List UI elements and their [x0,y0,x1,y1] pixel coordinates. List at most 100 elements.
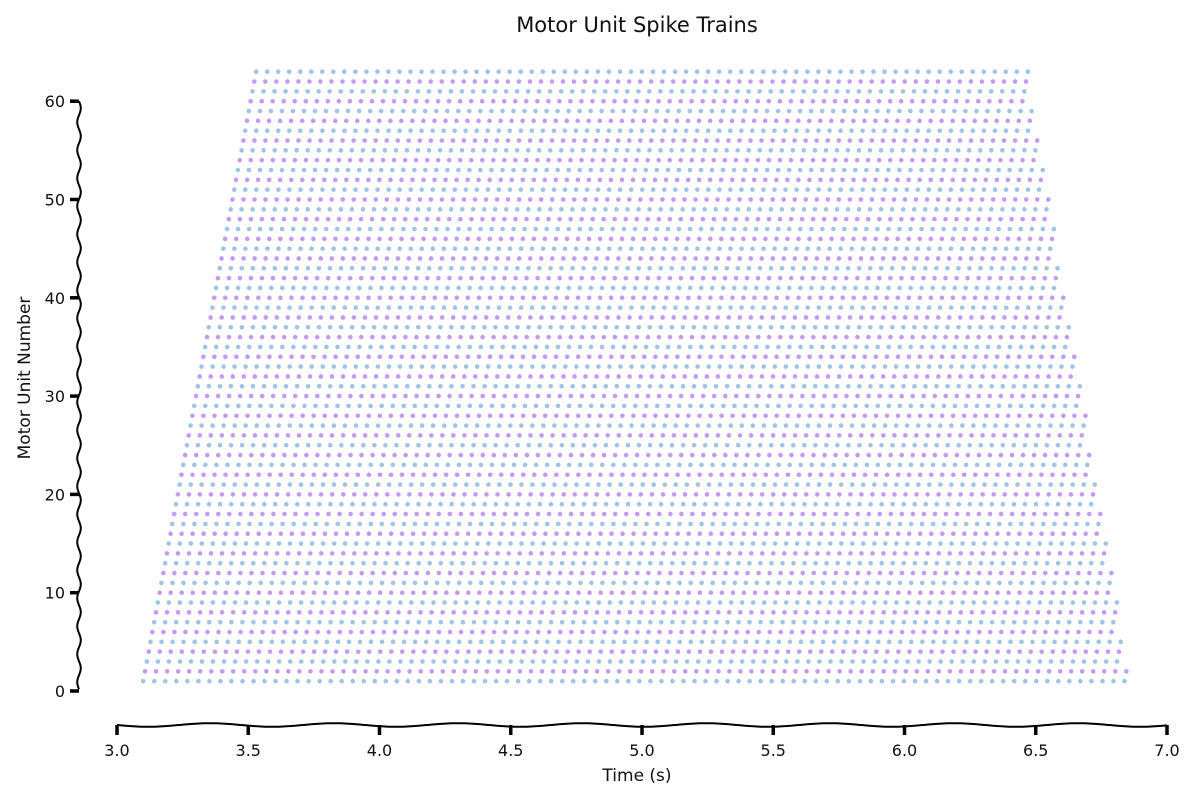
spike-point [752,531,758,537]
spike-point [411,108,417,114]
spike-point [1062,403,1068,409]
spike-point [912,619,918,625]
spike-point [893,305,899,310]
spike-point [430,364,436,369]
spike-point [357,521,363,527]
spike-point [247,403,252,409]
spike-point [263,551,269,556]
spike-point [755,98,761,104]
spike-point [484,610,490,615]
spike-point [744,216,750,222]
x-tick-label: 7.0 [1154,741,1179,760]
spike-point [667,452,673,458]
spike-point [713,324,719,330]
spike-point [285,610,291,615]
spike-point [244,177,250,183]
spike-point [691,501,697,507]
spike-point [273,678,278,684]
spike-point [855,334,860,340]
spike-point [450,79,456,84]
spike-point [718,118,724,124]
spike-point [144,659,150,664]
spike-point [629,305,634,310]
spike-point [1050,531,1055,537]
spike-point [851,177,856,183]
spike-point [1024,551,1030,556]
spike-point [258,639,264,645]
spike-point [848,610,853,615]
spike-point [442,541,447,546]
spike-point [863,649,868,654]
spike-point [445,344,451,350]
spike-point [503,148,509,153]
spike-point [359,511,364,517]
spike-point [469,511,475,517]
spike-point [721,462,726,468]
spike-point [542,354,548,360]
x-tick-label: 6.0 [892,741,917,760]
spike-point [790,266,796,271]
spike-point [579,157,584,163]
spike-point [192,521,197,527]
spike-point [1070,541,1076,546]
spike-point [543,531,548,537]
spike-point [711,393,717,399]
spike-point [625,501,631,507]
spike-point [787,285,792,291]
spike-point [603,619,609,625]
spike-point [1072,590,1078,595]
spike-point [728,128,733,133]
spike-point [684,187,689,192]
spike-point [593,197,599,202]
spike-point [987,570,993,576]
spike-point [390,226,395,232]
spike-point [399,590,405,595]
spike-point [965,334,970,340]
spike-point [493,442,498,448]
spike-point [1114,600,1120,605]
spike-point [827,246,833,251]
spike-point [581,148,586,153]
spike-point [572,256,577,261]
spike-point [786,226,792,232]
spike-point [235,285,241,291]
spike-point [983,413,989,419]
spike-point [930,167,935,173]
spike-point [1090,492,1096,497]
spike-point [967,560,973,566]
spike-point [624,629,629,635]
spike-point [617,246,623,251]
spike-point [531,354,537,360]
spike-point [596,541,602,546]
spike-point [212,413,217,419]
spike-point [320,246,325,251]
spike-point [186,551,192,556]
spike-point [827,128,832,133]
spike-point [157,649,163,654]
spike-point [781,138,786,143]
spike-point [395,374,401,379]
spike-point [244,236,250,242]
spike-point [633,580,638,586]
spike-point [945,324,950,330]
spike-point [967,678,973,684]
spike-point [831,521,837,527]
spike-point [911,148,917,153]
spike-point [228,383,234,389]
spike-point [655,580,660,586]
spike-point [475,600,480,605]
spike-point [963,108,968,114]
spike-point [1040,403,1046,409]
spike-point [677,639,683,645]
spike-point [553,354,559,360]
spike-point [792,374,798,379]
spike-point [826,669,831,674]
spike-point [1044,442,1050,448]
spike-point [294,148,299,153]
spike-point [867,266,873,271]
spike-point [837,669,842,674]
spike-point [561,610,567,615]
spike-point [566,344,572,350]
spike-point [241,433,247,438]
spike-point [201,354,206,360]
